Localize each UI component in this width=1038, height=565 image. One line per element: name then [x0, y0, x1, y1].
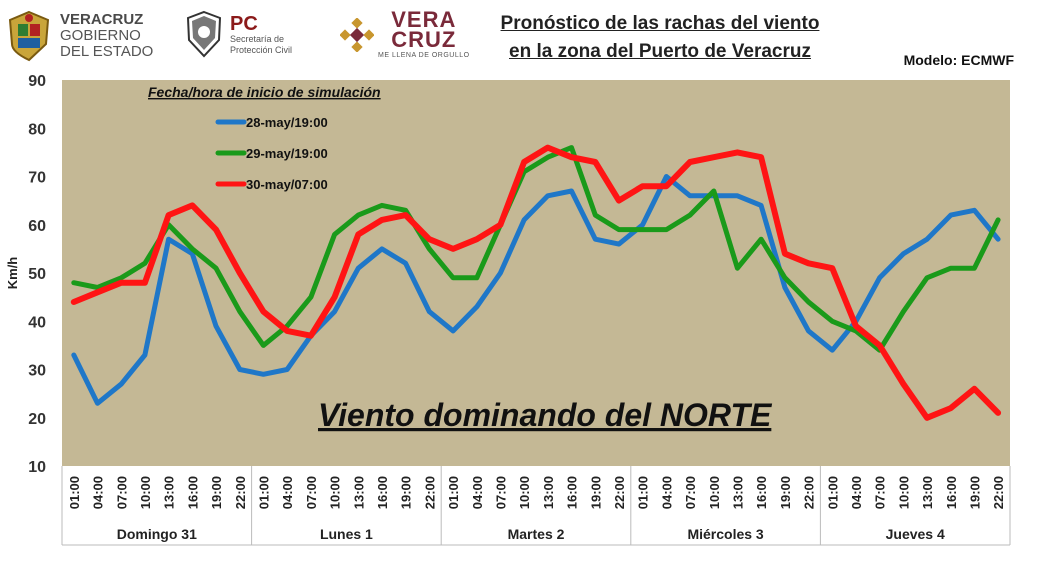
y-tick-label: 30 — [28, 363, 46, 380]
veracruz-government-logo: VERACRUZ GOBIERNO DEL ESTADO — [6, 10, 153, 62]
y-tick-label: 40 — [28, 314, 46, 331]
legend-entry: 30-may/07:00 — [246, 177, 328, 192]
brand-line2: CRUZ — [391, 27, 457, 52]
state-shield-icon — [8, 10, 50, 62]
y-axis-label: Km/h — [5, 257, 20, 290]
x-tick-label: 04:00 — [280, 476, 295, 509]
series-line-1 — [71, 174, 1001, 406]
x-tick-label: 19:00 — [967, 476, 982, 509]
day-label: Lunes 1 — [320, 526, 373, 542]
y-tick-label: 80 — [28, 121, 46, 138]
x-tick-label: 10:00 — [517, 476, 532, 509]
y-tick-label: 90 — [28, 73, 46, 90]
x-tick-label: 22:00 — [612, 476, 627, 509]
government-name: VERACRUZ GOBIERNO DEL ESTADO — [60, 12, 153, 60]
x-tick-label: 13:00 — [162, 476, 177, 509]
y-tick-label: 60 — [28, 218, 46, 235]
x-tick-label: 01:00 — [446, 476, 461, 509]
x-tick-label: 16:00 — [375, 476, 390, 509]
model-label: Modelo: ECMWF — [903, 52, 1014, 68]
x-tick-label: 16:00 — [185, 476, 200, 509]
day-label: Martes 2 — [508, 526, 565, 542]
gov-line3: DEL ESTADO — [60, 43, 154, 60]
day-label: Domingo 31 — [117, 526, 197, 542]
x-tick-label: 10:00 — [138, 476, 153, 509]
x-tick-label: 01:00 — [636, 476, 651, 509]
legend-entry: 29-may/19:00 — [246, 146, 328, 161]
pc-line2: Protección Civil — [230, 45, 293, 55]
civil-protection-shield-icon — [186, 10, 222, 58]
day-label: Miércoles 3 — [687, 526, 763, 542]
civil-protection-text: PC Secretaría de Protección Civil — [230, 14, 292, 56]
chart-annotation: Viento dominando del NORTE — [318, 397, 773, 433]
header: VERACRUZ GOBIERNO DEL ESTADO PC Secretar… — [0, 0, 1038, 75]
y-tick-label: 20 — [28, 411, 46, 428]
x-tick-label: 19:00 — [209, 476, 224, 509]
chart-title: Pronóstico de las rachas del viento en l… — [430, 10, 890, 66]
x-tick-label: 10:00 — [707, 476, 722, 509]
x-tick-label: 16:00 — [565, 476, 580, 509]
x-tick-label: 07:00 — [304, 476, 319, 509]
x-tick-label: 07:00 — [493, 476, 508, 509]
x-tick-label: 04:00 — [91, 476, 106, 509]
x-tick-label: 04:00 — [659, 476, 674, 509]
veracruz-brand-logo: VERA CRUZ ME LLENA DE ORGULLO — [340, 7, 470, 60]
x-tick-label: 07:00 — [873, 476, 888, 509]
x-tick-label: 04:00 — [470, 476, 485, 509]
x-tick-label: 13:00 — [351, 476, 366, 509]
x-tick-label: 01:00 — [256, 476, 271, 509]
y-tick-label: 50 — [28, 266, 46, 283]
title-line1: Pronóstico de las rachas del viento — [500, 13, 820, 34]
x-tick-label: 01:00 — [825, 476, 840, 509]
title-line2: en la zona del Puerto de Veracruz — [509, 41, 811, 62]
x-tick-label: 13:00 — [541, 476, 556, 509]
brand-tagline: ME LLENA DE ORGULLO — [378, 52, 470, 59]
x-tick-label: 01:00 — [67, 476, 82, 509]
x-tick-label: 22:00 — [802, 476, 817, 509]
veracruz-brand-text: VERA CRUZ ME LLENA DE ORGULLO — [378, 7, 470, 60]
wind-gust-chart: 10 20 30 40 50 60 70 80 90 Km/h 01:00 04:00 07:00 10:… — [5, 73, 1011, 546]
x-tick-label: 19:00 — [399, 476, 414, 509]
x-tick-label: 13:00 — [920, 476, 935, 509]
brand-line1: VERA — [391, 7, 457, 32]
x-tick-label: 07:00 — [683, 476, 698, 509]
series-line-3 — [70, 144, 1002, 421]
gov-line1: VERACRUZ — [60, 11, 144, 28]
legend-entry: 28-may/19:00 — [246, 115, 328, 130]
civil-protection-logo: PC Secretaría de Protección Civil — [184, 10, 292, 60]
x-tick-label: 16:00 — [754, 476, 769, 509]
x-tick-label: 19:00 — [778, 476, 793, 509]
x-tick-label: 22:00 — [233, 476, 248, 509]
y-tick-label: 70 — [28, 170, 46, 187]
x-tick-label: 22:00 — [422, 476, 437, 509]
pc-acronym: PC — [230, 13, 258, 35]
x-tick-label: 10:00 — [896, 476, 911, 509]
x-tick-label: 22:00 — [991, 476, 1006, 509]
x-tick-label: 16:00 — [944, 476, 959, 509]
day-label: Jueves 4 — [886, 526, 945, 542]
series-line-2 — [71, 145, 1001, 353]
gov-line2: GOBIERNO — [60, 27, 141, 44]
x-tick-label: 04:00 — [849, 476, 864, 509]
y-tick-label: 10 — [28, 459, 46, 476]
pc-line1: Secretaría de — [230, 34, 285, 44]
x-tick-label: 13:00 — [730, 476, 745, 509]
x-tick-label: 10:00 — [328, 476, 343, 509]
x-tick-label: 19:00 — [588, 476, 603, 509]
decorative-pattern-icon — [340, 17, 374, 52]
legend-title: Fecha/hora de inicio de simulación — [148, 84, 381, 100]
x-tick-label: 07:00 — [114, 476, 129, 509]
